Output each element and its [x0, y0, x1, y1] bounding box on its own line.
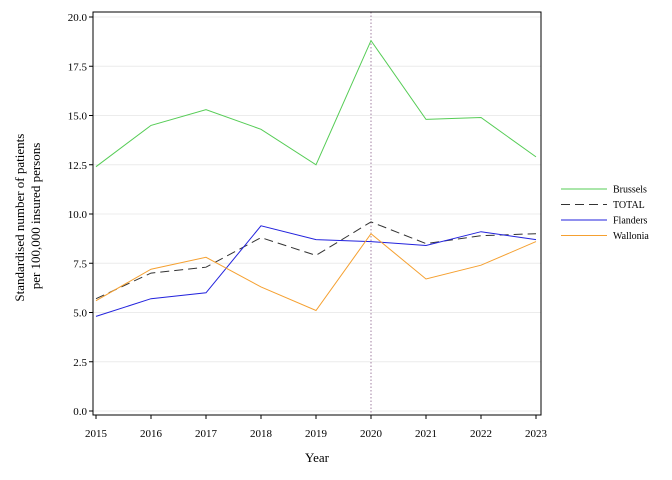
y-tick-label: 7.5: [73, 258, 87, 270]
x-tick-label: 2019: [305, 428, 328, 440]
series-layer: [95, 39, 537, 317]
y-tick-label: 2.5: [73, 357, 87, 369]
y-tick-label: 15.0: [68, 111, 88, 123]
series-line-flanders: [95, 225, 537, 317]
legend-label-brussels: Brussels: [613, 185, 647, 196]
gridlines: [93, 16, 541, 412]
x-tick-label: 2023: [525, 428, 548, 440]
x-tick-label: 2018: [250, 428, 273, 440]
legend: Brussels TOTAL Flanders Wallonia: [561, 185, 649, 242]
legend-label-total: TOTAL: [613, 200, 645, 211]
legend-label-wallonia: Wallonia: [613, 231, 649, 242]
x-tick-label: 2021: [415, 428, 437, 440]
x-tick-label: 2015: [85, 428, 108, 440]
y-tick-label: 0.0: [73, 406, 87, 418]
y-tick-label: 5.0: [73, 308, 87, 320]
x-tick-label: 2020: [360, 428, 383, 440]
series-line-wallonia: [95, 232, 537, 312]
y-tick-label: 20.0: [68, 12, 88, 24]
series-line-total: [95, 221, 537, 300]
x-tick-label: 2017: [195, 428, 218, 440]
legend-label-flanders: Flanders: [613, 216, 648, 227]
y-tick-label: 12.5: [68, 160, 88, 172]
x-tick-label: 2016: [140, 428, 163, 440]
x-axis: 2015 2016 2017 2018 2019 2020 2021 2022 2023: [85, 415, 548, 440]
x-axis-title: Year: [305, 450, 330, 465]
y-axis: 0.0 2.5 5.0 7.5 10.0 12.5 15.0 17.5 20.0: [68, 12, 93, 418]
y-axis-title-line-2: per 100,000 insured persons: [28, 143, 43, 290]
y-axis-title-line-1: Standardised number of patients: [12, 134, 27, 302]
series-line-brussels: [95, 39, 537, 168]
x-tick-label: 2022: [470, 428, 492, 440]
y-axis-title: Standardised number of patients per 100,…: [12, 130, 43, 301]
y-tick-label: 17.5: [68, 61, 88, 73]
y-tick-label: 10.0: [68, 209, 88, 221]
